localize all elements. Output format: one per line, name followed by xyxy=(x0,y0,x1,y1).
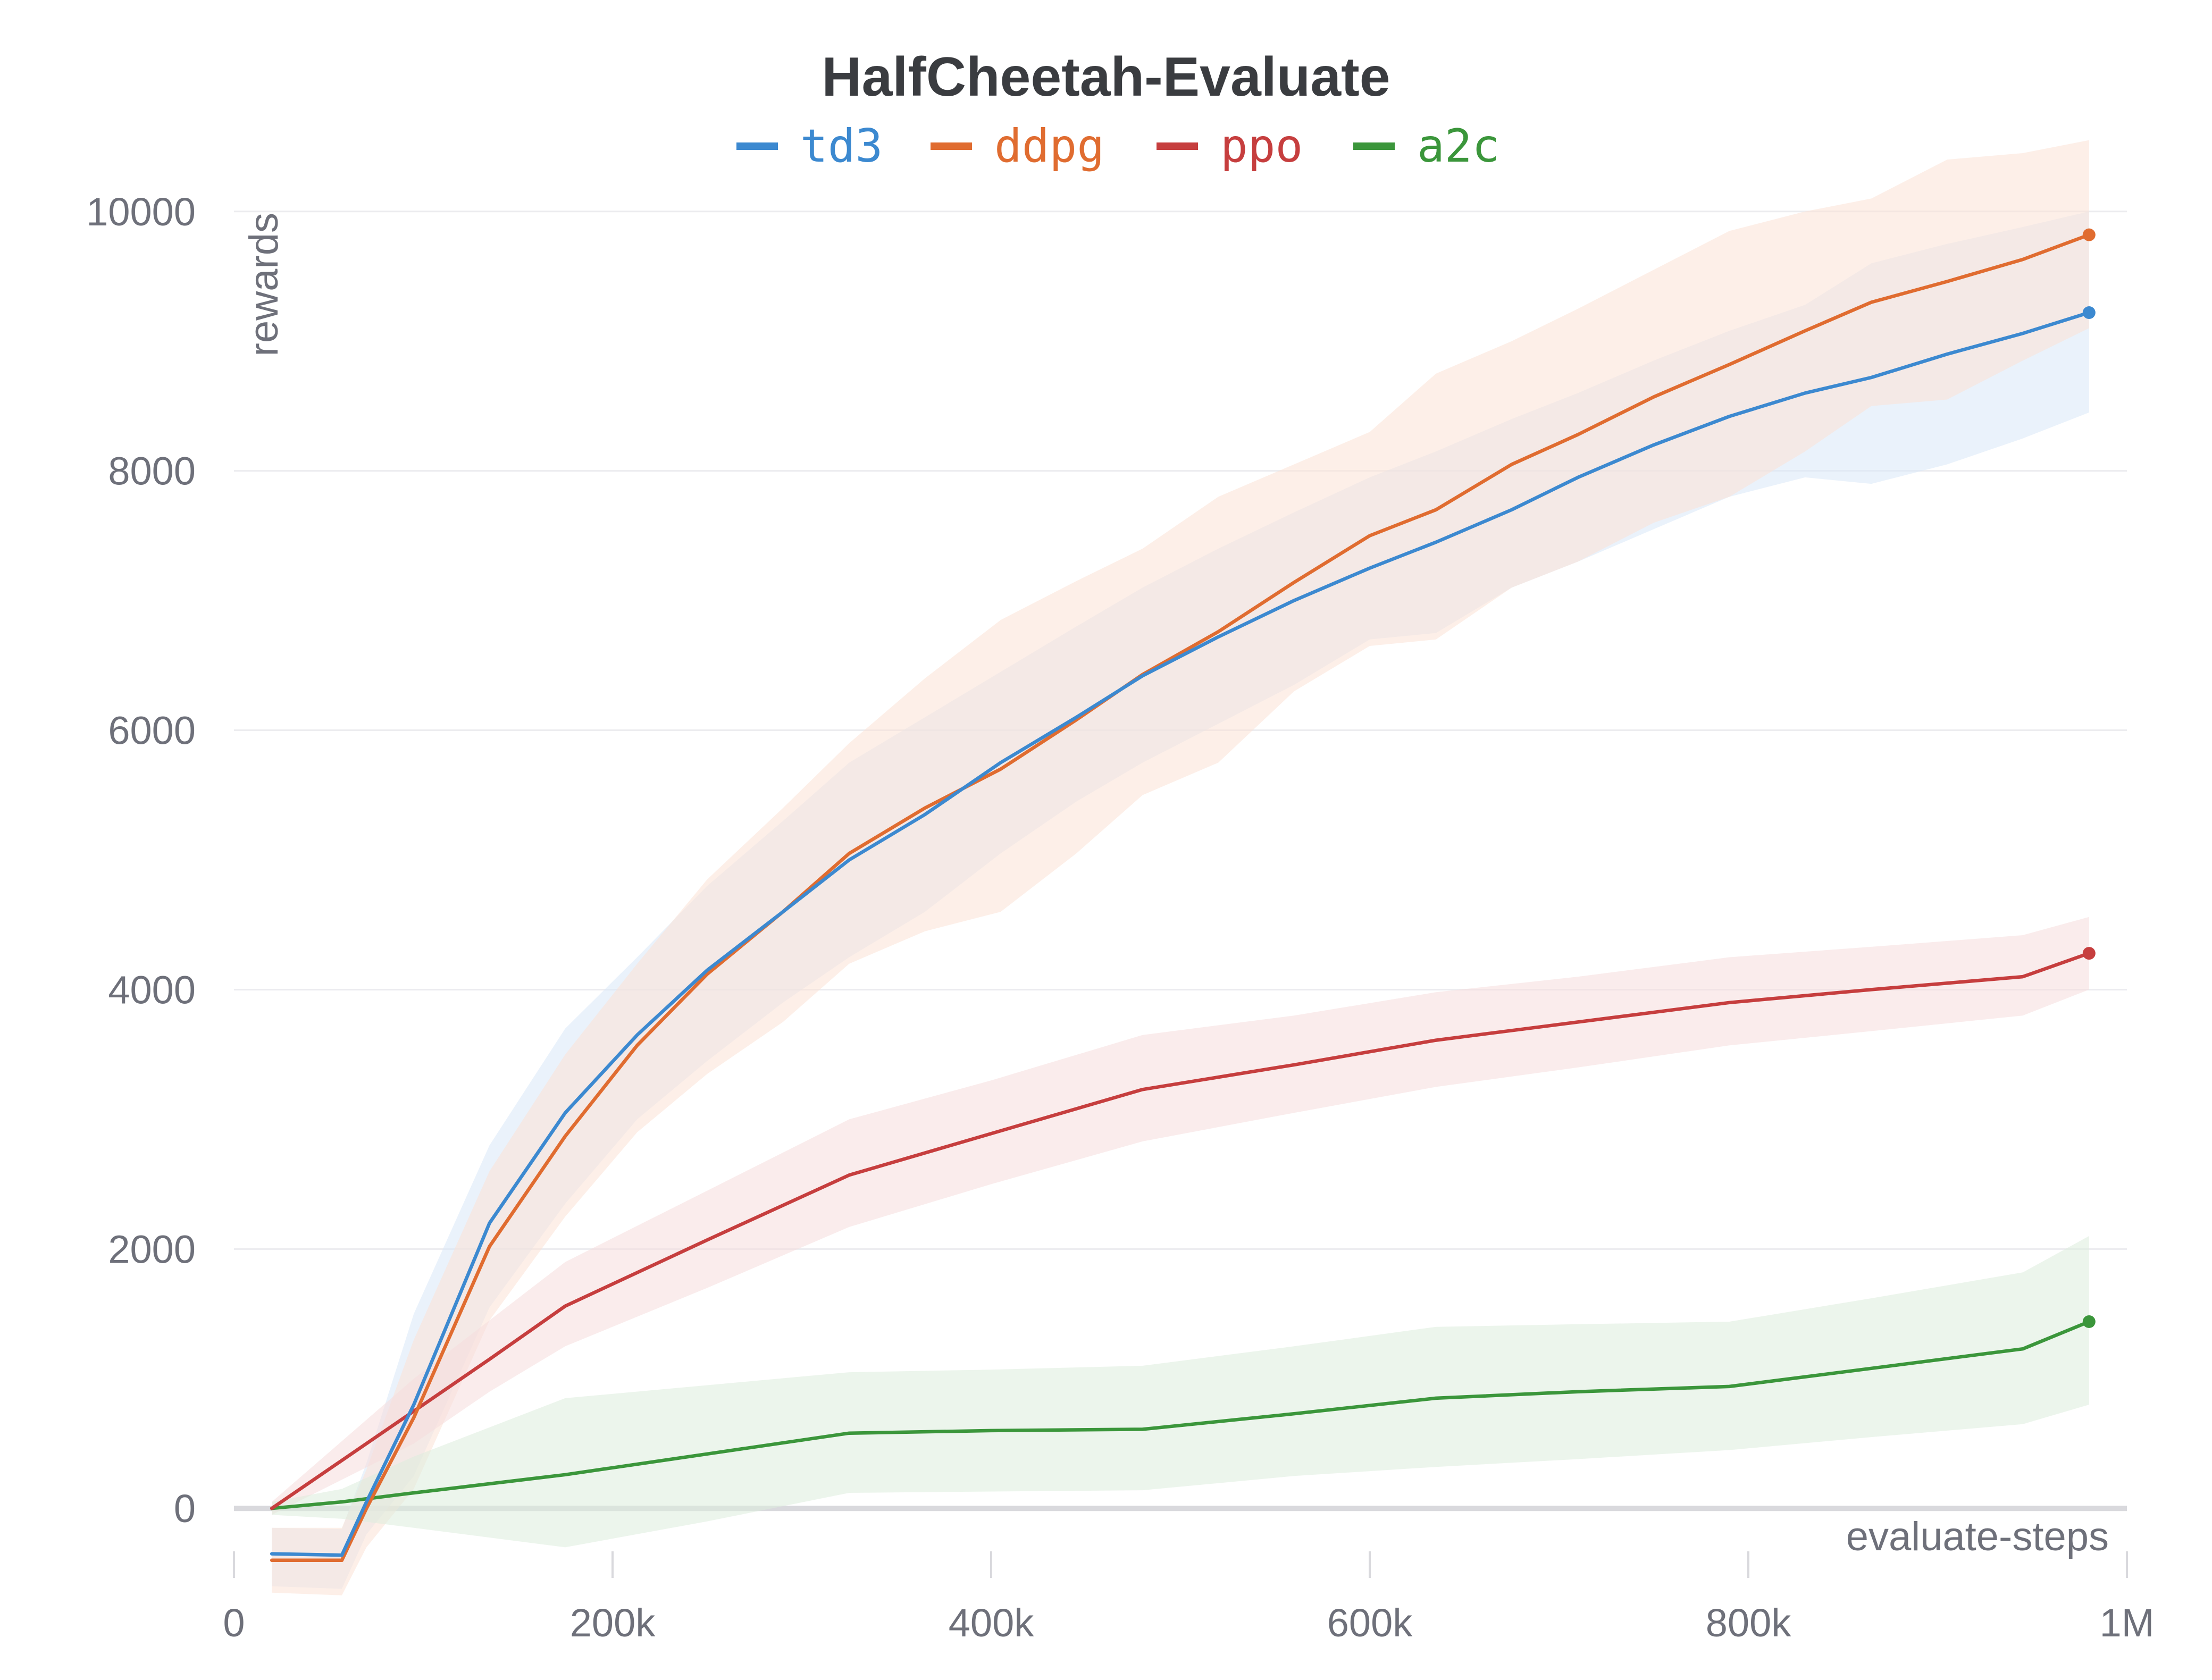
x-axis-label: evaluate-steps xyxy=(1846,1514,2109,1559)
band-ddpg xyxy=(272,140,2089,1595)
legend-label-ppo: ppo xyxy=(1220,120,1303,173)
x-tick-label: 200k xyxy=(570,1601,656,1645)
legend-label-a2c: a2c xyxy=(1417,120,1499,173)
x-tick-label: 0 xyxy=(223,1601,245,1645)
band-ppo xyxy=(272,917,2089,1515)
chart-title: HalfCheetah-Evaluate xyxy=(822,46,1390,108)
x-tick-label: 600k xyxy=(1327,1601,1413,1645)
band-layer xyxy=(272,140,2089,1595)
series-line-ppo xyxy=(270,951,2091,1510)
series-endpoint-a2c xyxy=(2082,1315,2096,1328)
y-axis-label: rewards xyxy=(241,213,287,356)
series-line-td3 xyxy=(270,310,2091,1557)
series-line-a2c xyxy=(270,1320,2091,1510)
series-endpoint-ppo xyxy=(2082,947,2096,960)
y-tick-label: 4000 xyxy=(108,968,196,1012)
series-endpoint-ddpg xyxy=(2082,228,2096,241)
x-tick-label: 800k xyxy=(1706,1601,1791,1645)
legend-label-ddpg: ddpg xyxy=(994,120,1104,173)
y-tick-label: 6000 xyxy=(108,709,196,753)
y-tick-label: 0 xyxy=(174,1486,196,1531)
y-tick-label: 2000 xyxy=(108,1227,196,1271)
y-tick-label: 8000 xyxy=(108,449,196,493)
x-tick-label: 400k xyxy=(949,1601,1034,1645)
line-layer xyxy=(270,228,2096,1563)
y-tick-label: 10000 xyxy=(86,190,196,234)
x-tick-label: 1M xyxy=(2100,1601,2155,1645)
legend: td3 ddpg ppo a2c xyxy=(736,120,1499,173)
legend-label-td3: td3 xyxy=(800,120,883,173)
tick-layer: 0 2000 4000 6000 8000 10000 0 200k 400k 600k 800k 1… xyxy=(86,190,2154,1645)
band-a2c xyxy=(272,1236,2089,1548)
series-endpoint-td3 xyxy=(2082,306,2096,320)
